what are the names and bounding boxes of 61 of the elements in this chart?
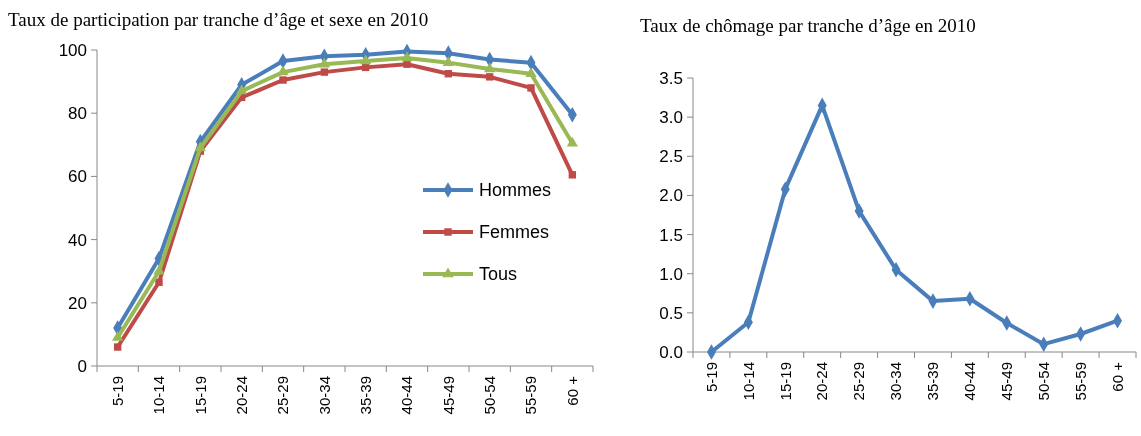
x-tick-label: 50-54 [480,376,498,415]
point [279,76,287,84]
y-tick-label: 1.0 [659,264,683,284]
point [236,84,248,95]
y-tick-label: 20 [68,293,87,313]
point [318,57,330,68]
x-tick-label: 50-54 [1034,362,1052,401]
x-tick-label: 25-29 [850,362,868,401]
x-tick-label: 15-19 [776,362,794,401]
point [360,54,372,65]
x-tick-label: 25-29 [274,376,292,415]
x-tick-label: 5-19 [702,362,720,393]
legend-label: Hommes [479,180,552,201]
point [568,171,577,179]
y-tick-label: 80 [68,104,87,124]
point [484,62,496,73]
x-tick-label: 40-44 [961,362,979,401]
x-tick-label: 10-14 [739,362,757,401]
point [401,51,413,62]
point [194,141,206,152]
x-tick-label: 20-24 [813,362,831,401]
x-tick-label: 20-24 [232,376,250,415]
x-tick-label: 45-49 [439,376,457,415]
y-tick-label: 2.0 [659,186,683,206]
y-tick-label: 100 [58,40,87,60]
y-tick-label: 3.5 [659,68,683,88]
legend-label: Femmes [479,222,550,243]
x-tick-label: 35-39 [924,362,942,401]
x-tick-label: 55-59 [1071,362,1089,401]
x-tick-label: 45-49 [998,362,1016,401]
point [525,67,537,77]
y-tick-label: 0 [77,356,87,376]
chart-title: Taux de participation par tranche d’âge et sexe en 2010 [8,9,429,30]
y-tick-label: 60 [68,167,87,187]
x-tick-label: 35-39 [356,376,374,415]
chart-title: Taux de chômage par tranche d’âge en 2010 [640,15,976,36]
y-tick-label: 1.5 [659,225,683,245]
x-tick-label: 55-59 [522,376,540,415]
point [527,84,535,92]
x-tick-label: 30-34 [887,362,905,401]
y-tick-label: 2.5 [659,147,683,167]
y-tick-label: 3.0 [659,108,683,128]
point [403,60,411,68]
point [566,136,578,147]
point [442,56,454,66]
point [113,343,122,351]
legend-label: Tous [479,264,518,285]
x-tick-label: 10-14 [150,376,168,415]
point [112,331,124,341]
x-tick-label: 60 + [563,375,581,406]
x-tick-label: 60 + [1108,361,1126,392]
x-tick-label: 15-19 [191,376,209,415]
point [155,278,163,286]
y-tick-label: 40 [68,230,87,250]
point [485,73,494,81]
x-tick-label: 40-44 [398,376,416,415]
y-tick-label: 0.0 [659,342,683,362]
y-tick-label: 0.5 [659,303,683,323]
point [320,68,329,76]
x-tick-label: 30-34 [315,376,333,415]
x-tick-label: 5-19 [108,376,126,407]
